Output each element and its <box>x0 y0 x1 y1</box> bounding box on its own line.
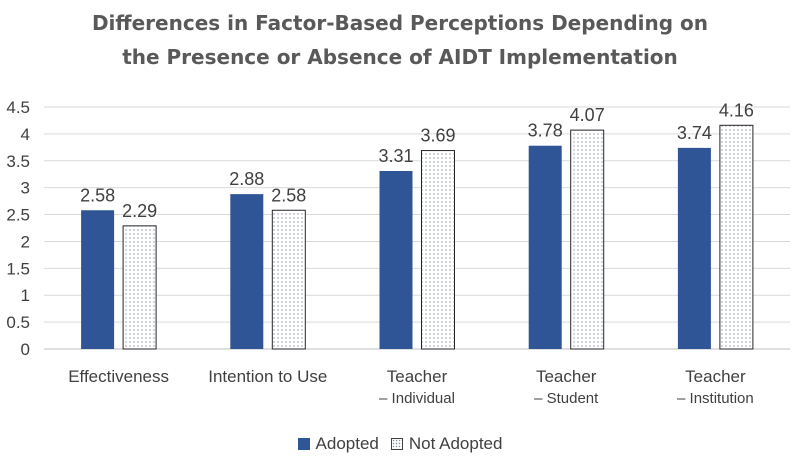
bar-adopted <box>230 194 264 349</box>
legend-swatch-adopted <box>297 438 310 450</box>
y-tick-label: 0.5 <box>6 313 30 332</box>
legend: Adopted Not Adopted <box>0 434 800 454</box>
x-category-label: – Individual <box>379 390 455 407</box>
data-label: 3.69 <box>420 126 455 146</box>
x-category-label: – Institution <box>677 390 754 407</box>
legend-label-adopted: Adopted <box>315 434 379 453</box>
bar-not-adopted <box>271 209 306 350</box>
x-category-label: – Student <box>534 390 599 407</box>
y-tick-label: 0 <box>21 340 30 359</box>
x-category-label: Teacher <box>685 367 746 386</box>
data-label: 2.58 <box>80 185 115 205</box>
bar-adopted <box>379 170 413 349</box>
data-label: 3.31 <box>378 146 413 166</box>
bar-adopted <box>81 210 115 349</box>
chart-title-line-2: the Presence or Absence of AIDT Implemen… <box>122 45 678 69</box>
bar-not-adopted <box>570 129 605 350</box>
y-tick-label: 1.5 <box>6 259 30 278</box>
y-axis-ticks: 0 0.5 1 1.5 2 2.5 3 3.5 4 4.5 <box>6 98 30 359</box>
chart-title-line-1: Differences in Factor-Based Perceptions … <box>91 11 709 35</box>
y-tick-label: 2.5 <box>6 206 30 225</box>
legend-label-not-adopted: Not Adopted <box>408 434 503 453</box>
y-tick-label: 3 <box>21 179 30 198</box>
legend-item-adopted: Adopted <box>297 434 379 454</box>
data-label: 2.58 <box>271 185 306 205</box>
bars <box>81 124 754 350</box>
y-tick-label: 1 <box>21 286 30 305</box>
bar-adopted <box>677 147 711 349</box>
x-category-label: Intention to Use <box>208 367 327 386</box>
legend-item-not-adopted: Not Adopted <box>390 434 503 454</box>
data-label: 2.29 <box>122 201 157 221</box>
bar-not-adopted <box>719 124 754 350</box>
chart-title: Differences in Factor-Based Perceptions … <box>0 6 800 74</box>
data-label: 3.78 <box>528 121 563 141</box>
data-label: 4.07 <box>570 105 605 125</box>
x-axis-categories: Effectiveness Intention to Use Teacher – In… <box>68 367 754 407</box>
bar-not-adopted <box>421 150 455 350</box>
bar-adopted <box>528 145 562 349</box>
data-label: 3.74 <box>677 123 712 143</box>
x-category-label: Effectiveness <box>68 367 169 386</box>
legend-swatch-not-adopted <box>390 438 403 450</box>
y-tick-label: 4 <box>21 125 30 144</box>
x-category-label: Teacher <box>536 367 597 386</box>
data-label: 2.88 <box>229 169 264 189</box>
y-tick-label: 4.5 <box>6 98 30 117</box>
y-tick-label: 2 <box>21 232 30 251</box>
bar-not-adopted <box>122 225 157 350</box>
x-category-label: Teacher <box>387 367 448 386</box>
data-label: 4.16 <box>719 100 754 120</box>
data-labels: 2.58 2.29 2.88 2.58 3.31 3.69 3.78 4.07 3.74 4.16 <box>80 100 754 221</box>
gridlines <box>44 106 790 350</box>
y-tick-label: 3.5 <box>6 152 30 171</box>
